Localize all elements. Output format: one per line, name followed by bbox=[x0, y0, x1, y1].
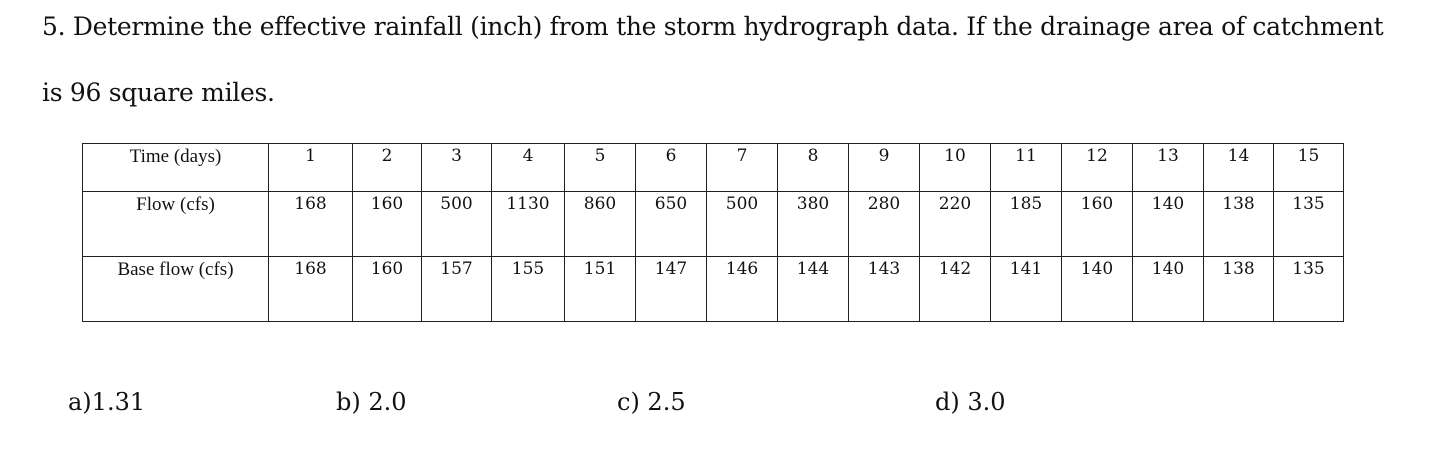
table-cell: 7 bbox=[706, 143, 778, 192]
table-cell: 140 bbox=[1132, 256, 1204, 322]
question-line: is 96 square miles. bbox=[42, 78, 275, 107]
table-cell: 2 bbox=[352, 143, 422, 192]
option: a)1.31 bbox=[68, 388, 146, 416]
table-cell: 140 bbox=[1132, 191, 1204, 257]
table-cell: 3 bbox=[421, 143, 492, 192]
table-cell: 155 bbox=[491, 256, 565, 322]
table-cell: 12 bbox=[1061, 143, 1133, 192]
table-cell: 185 bbox=[990, 191, 1062, 257]
table-cell: 140 bbox=[1061, 256, 1133, 322]
table-cell: 138 bbox=[1203, 191, 1274, 257]
table-cell: 380 bbox=[777, 191, 849, 257]
table-cell: 6 bbox=[635, 143, 707, 192]
table-cell: 500 bbox=[706, 191, 778, 257]
table-cell: 141 bbox=[990, 256, 1062, 322]
row-header: Flow (cfs) bbox=[82, 191, 269, 257]
table-cell: 147 bbox=[635, 256, 707, 322]
table-cell: 650 bbox=[635, 191, 707, 257]
table-cell: 500 bbox=[421, 191, 492, 257]
table-cell: 146 bbox=[706, 256, 778, 322]
table-cell: 157 bbox=[421, 256, 492, 322]
table-cell: 143 bbox=[848, 256, 920, 322]
table-cell: 280 bbox=[848, 191, 920, 257]
table-cell: 160 bbox=[1061, 191, 1133, 257]
table-cell: 8 bbox=[777, 143, 849, 192]
table-cell: 13 bbox=[1132, 143, 1204, 192]
table-cell: 11 bbox=[990, 143, 1062, 192]
table-cell: 160 bbox=[352, 191, 422, 257]
table-cell: 220 bbox=[919, 191, 991, 257]
table-row: Flow (cfs) 168 160 500 1130 860 650 500 380 280 22… bbox=[82, 191, 1344, 257]
table-cell: 860 bbox=[564, 191, 636, 257]
table-row: Time (days) 1 2 3 4 5 6 7 8 9 10 11 12 13 14 15 bbox=[82, 143, 1344, 192]
table-cell: 138 bbox=[1203, 256, 1274, 322]
table-cell: 15 bbox=[1273, 143, 1344, 192]
table-cell: 168 bbox=[268, 191, 353, 257]
table-cell: 142 bbox=[919, 256, 991, 322]
option: c) 2.5 bbox=[617, 388, 686, 416]
table-cell: 135 bbox=[1273, 256, 1344, 322]
table-row: Base flow (cfs) 168 160 157 155 151 147 146 144 1… bbox=[82, 256, 1344, 322]
row-header: Base flow (cfs) bbox=[82, 256, 269, 322]
option: d) 3.0 bbox=[935, 388, 1006, 416]
table-cell: 160 bbox=[352, 256, 422, 322]
table-cell: 168 bbox=[268, 256, 353, 322]
table-cell: 4 bbox=[491, 143, 565, 192]
data-table: Time (days) 1 2 3 4 5 6 7 8 9 10 11 12 13 14 15 Flow (cf… bbox=[82, 143, 1344, 322]
table-cell: 144 bbox=[777, 256, 849, 322]
question-line: 5. Determine the effective rainfall (inc… bbox=[42, 12, 1384, 41]
table-cell: 1 bbox=[268, 143, 353, 192]
table-cell: 1130 bbox=[491, 191, 565, 257]
option: b) 2.0 bbox=[336, 388, 407, 416]
table-cell: 151 bbox=[564, 256, 636, 322]
table-cell: 135 bbox=[1273, 191, 1344, 257]
table-cell: 14 bbox=[1203, 143, 1274, 192]
table-cell: 9 bbox=[848, 143, 920, 192]
table-cell: 10 bbox=[919, 143, 991, 192]
row-header: Time (days) bbox=[82, 143, 269, 192]
table-cell: 5 bbox=[564, 143, 636, 192]
